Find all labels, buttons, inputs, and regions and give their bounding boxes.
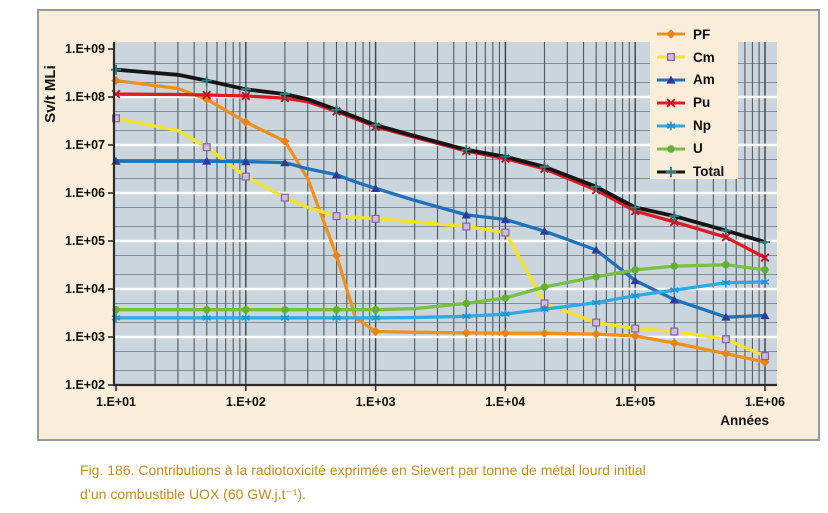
figure-panel: Sv/t MLi 1.E+09 1.E+08 1.E+07 1.E+06 1.E+05 1…: [37, 9, 820, 441]
x-tick-label: 1.E+02: [225, 395, 266, 409]
y-tick-label: 1.E+04: [65, 282, 105, 296]
series-Total: [111, 64, 770, 248]
legend-marker-square-icon: [657, 53, 685, 62]
legend-label: Cm: [693, 49, 715, 65]
x-tick-label: 1.E+01: [96, 395, 136, 409]
legend-label: Np: [693, 118, 711, 134]
legend-item-Am: Am: [656, 69, 738, 92]
y-tick-label: 1.E+05: [65, 234, 105, 248]
legend-label: U: [693, 141, 703, 157]
x-tick-label: 1.E+04: [485, 395, 526, 409]
y-tick-label: 1.E+08: [65, 90, 105, 104]
caption-line-2: d’un combustible UOX (60 GW.j.t⁻¹).: [80, 486, 307, 502]
x-axis-title: Années: [720, 413, 769, 428]
y-tick-label: 1.E+07: [65, 138, 105, 152]
legend-marker-circle-icon: [657, 145, 685, 153]
series-U: [112, 261, 769, 314]
legend-marker-diamond-icon: [657, 29, 685, 40]
legend-label: PF: [693, 26, 711, 42]
legend-marker-triangle-icon: [657, 75, 685, 84]
x-tick-label: 1.E+06: [745, 395, 785, 409]
legend-label: Total: [693, 164, 725, 180]
legend-item-Np: Np: [656, 115, 738, 138]
legend-marker-asterisk-icon: [657, 121, 685, 131]
legend-item-PF: PF: [656, 23, 738, 46]
legend-marker-plus-icon: [657, 166, 685, 177]
legend-marker-xmark-icon: [657, 98, 685, 108]
series-Np: [111, 277, 770, 323]
legend-label: Pu: [693, 95, 711, 111]
legend-item-Pu: Pu: [656, 92, 738, 115]
legend: PF Cm Am Pu Np U Total: [650, 15, 738, 179]
legend-item-Cm: Cm: [656, 46, 738, 69]
x-tick-label: 1.E+05: [615, 395, 656, 409]
legend-item-Total: Total: [656, 160, 738, 183]
y-tick-label: 1.E+06: [65, 186, 105, 200]
series-Cm: [111, 114, 769, 361]
x-tick-label: 1.E+03: [355, 395, 396, 409]
y-tick-label: 1.E+02: [65, 378, 105, 392]
y-tick-label: 1.E+09: [65, 42, 105, 56]
y-tick-label: 1.E+03: [65, 330, 105, 344]
legend-label: Am: [693, 72, 715, 88]
caption-line-1: Fig. 186. Contributions à la radiotoxici…: [80, 462, 646, 478]
figure-caption: Fig. 186. Contributions à la radiotoxici…: [80, 458, 780, 506]
legend-item-U: U: [656, 137, 738, 160]
